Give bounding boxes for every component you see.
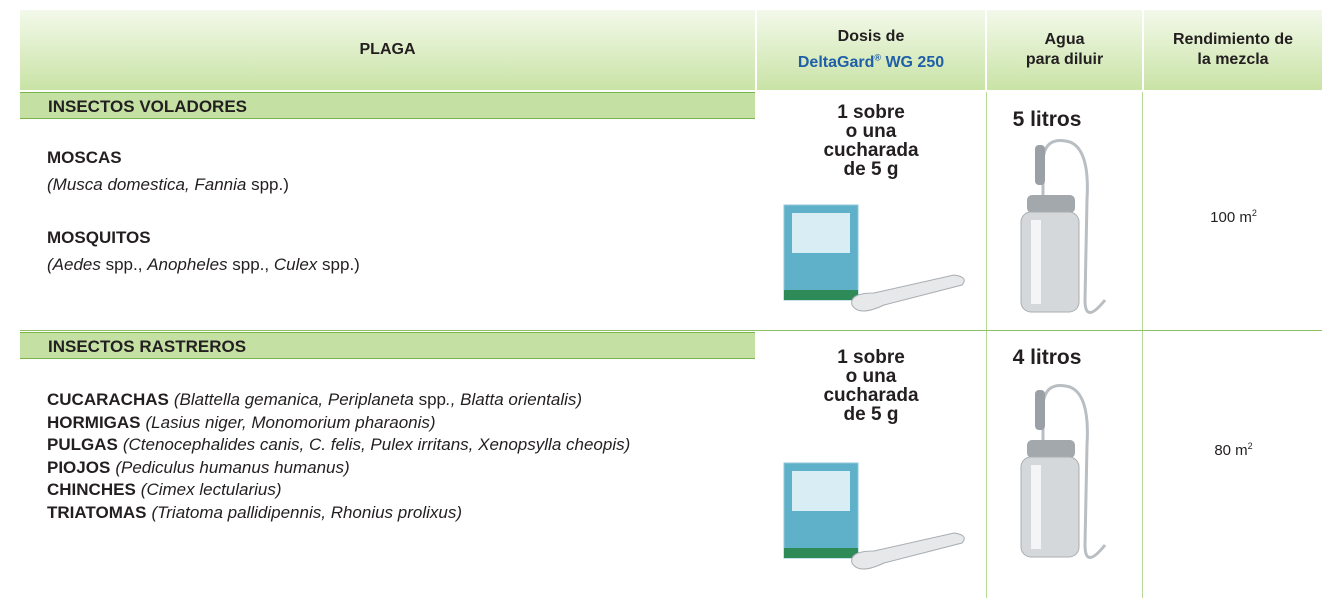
pest-name: CHINCHES: [47, 480, 136, 499]
yield: 100 m2: [1145, 208, 1322, 226]
column-line: [1142, 92, 1143, 598]
pest-species: (Cimex lectularius): [140, 480, 282, 499]
sprayer-tank: [1020, 211, 1080, 313]
product-images: [783, 139, 1107, 570]
sprayer-hose: [1041, 139, 1107, 314]
sachet-band: [784, 548, 858, 558]
yield-value: 80 m: [1214, 442, 1248, 459]
pest: MOSCAS (Musca domestica, Fannia spp.): [47, 144, 727, 198]
water: 5 litros: [1012, 108, 1082, 131]
pest-species: Anopheles: [147, 255, 228, 274]
sprayer-handle: [1027, 440, 1075, 458]
pest-species: ., Blatta orientalis): [446, 390, 583, 409]
pest-name: PIOJOS: [47, 457, 111, 477]
header-text: PLAGA: [359, 41, 416, 58]
yield-exponent: 2: [1247, 441, 1253, 451]
pest: TRIATOMAS (Triatoma pallidipennis, Rhoniu…: [47, 502, 727, 525]
water: 4 litros: [1012, 346, 1082, 369]
product: WG 250: [885, 53, 945, 71]
sachet-and-scoop: [783, 462, 965, 570]
header-plaga: PLAGA: [20, 10, 755, 90]
dose-line: 1 sobre: [837, 347, 905, 368]
sprayer-handle: [1027, 195, 1075, 213]
section-title: INSECTOS RASTREROS: [20, 332, 755, 359]
sachet-label: [792, 213, 850, 253]
sprayer: [1020, 384, 1107, 559]
pest-name: MOSCAS: [47, 148, 122, 167]
pest-species: spp.): [317, 255, 360, 274]
pest-species: (Aedes: [47, 255, 101, 274]
brand: DeltaGard® WG 250: [797, 52, 945, 71]
header-cell: Dosis de DeltaGard® WG 250: [798, 27, 944, 72]
pest: PIOJOS (Pediculus humanus humanus): [47, 457, 727, 480]
pest-name: CUCARACHAS: [47, 390, 169, 409]
dose-line: cucharada: [823, 385, 919, 406]
pest-species: spp.,: [100, 255, 148, 274]
yield: 80 m2: [1145, 441, 1322, 459]
header-agua: Agua para diluir: [987, 10, 1142, 90]
dose-line: o una: [845, 121, 897, 142]
pest-name: HORMIGAS: [47, 412, 141, 432]
pest-name: TRIATOMAS: [47, 502, 147, 522]
sprayer-shine: [1031, 465, 1041, 549]
dose: 1 sobre o una cucharada de 5 g: [757, 348, 985, 424]
pest: HORMIGAS (Lasius niger, Monomorium pharao…: [47, 412, 727, 435]
pest-list: MOSCAS (Musca domestica, Fannia spp.) MOSQ…: [47, 144, 727, 304]
brand-name: DeltaGard: [797, 53, 875, 71]
sprayer-hose: [1041, 384, 1107, 559]
header-text: Agua: [1044, 31, 1085, 48]
pest-species: Culex: [273, 255, 318, 274]
sachet-label: [792, 471, 850, 511]
dose-line: 1 sobre: [837, 102, 905, 123]
dose: 1 sobre o una cucharada de 5 g: [757, 103, 985, 179]
pest: CHINCHES (Cimex lectularius): [47, 479, 727, 502]
pest-species: spp: [413, 390, 447, 409]
scoop: [851, 532, 965, 570]
dose-line: de 5 g: [843, 404, 899, 425]
header-dosis: Dosis de DeltaGard® WG 250: [757, 10, 985, 90]
sachet-band: [784, 290, 858, 300]
header-text: para diluir: [1025, 51, 1104, 68]
pest-name: PULGAS: [47, 435, 118, 454]
row-line: [20, 330, 1322, 331]
section-title: INSECTOS VOLADORES: [20, 92, 755, 119]
header-text: Rendimiento de: [1172, 31, 1293, 48]
sachet-and-scoop: [783, 204, 965, 312]
header-text: la mezcla: [1197, 51, 1269, 68]
sprayer-pump: [1035, 145, 1045, 185]
registered: ®: [874, 52, 881, 63]
pest-species: (Ctenocephalides canis, C. felis, Pulex …: [122, 435, 631, 454]
pest-species: (Musca domestica, Fannia: [47, 175, 247, 194]
dose-line: cucharada: [823, 140, 919, 161]
pest-species: spp.): [246, 175, 289, 194]
sprayer-tank: [1020, 456, 1080, 558]
header-rendimiento: Rendimiento de la mezcla: [1144, 10, 1322, 90]
pest-species: (Triatoma pallidipennis, Rhonius prolixu…: [151, 502, 463, 522]
dose-line: de 5 g: [843, 159, 899, 180]
pest: CUCARACHAS (Blattella gemanica, Periplane…: [47, 389, 727, 412]
yield-exponent: 2: [1251, 208, 1257, 218]
sprayer: [1020, 139, 1107, 314]
header-cell: Rendimiento de la mezcla: [1173, 30, 1293, 70]
dose-line: o una: [845, 366, 897, 387]
pest-name: MOSQUITOS: [47, 228, 151, 247]
header-cell: Agua para diluir: [1026, 30, 1103, 70]
scoop: [851, 274, 965, 312]
sprayer-shine: [1031, 220, 1041, 304]
pest: MOSQUITOS (Aedes spp., Anopheles spp., Cu…: [47, 224, 727, 278]
pest-species: spp.,: [227, 255, 274, 274]
pest-species: (Lasius niger, Monomorium pharaonis): [145, 412, 436, 432]
pest: PULGAS (Ctenocephalides canis, C. felis, …: [47, 434, 727, 457]
header-text: Dosis de: [837, 28, 905, 46]
column-line: [986, 92, 987, 598]
pest-species: (Blattella gemanica, Periplaneta: [173, 390, 414, 409]
sprayer-pump: [1035, 390, 1045, 430]
pest-list: CUCARACHAS (Blattella gemanica, Periplane…: [47, 389, 727, 524]
pest-species: (Pediculus humanus humanus): [115, 457, 350, 477]
yield-value: 100 m: [1210, 209, 1252, 226]
